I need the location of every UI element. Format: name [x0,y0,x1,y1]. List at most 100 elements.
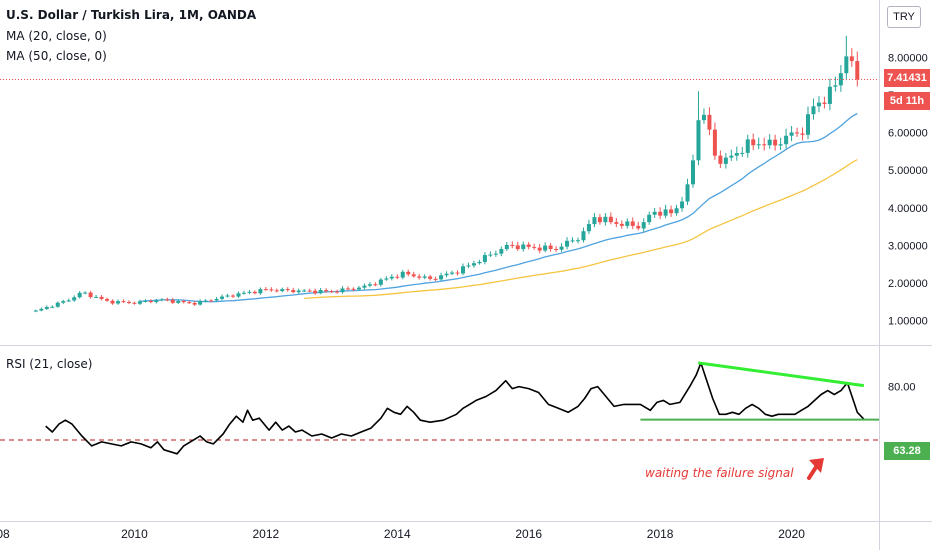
price-axis-label: 4.00000 [888,203,928,215]
candle-body [723,157,728,164]
price-axis-label: 6.00000 [888,128,928,140]
candle-body [132,302,137,304]
ma20-legend[interactable]: MA (20, close, 0) [6,29,107,43]
candle-body [406,271,411,275]
candle-body [187,302,192,304]
candle-body [543,245,548,251]
candle-body [641,222,646,229]
time-axis-label: 2014 [384,527,411,541]
rsi-legend[interactable]: RSI (21, close) [6,357,93,371]
candle-body [307,290,312,292]
candle-body [630,221,635,226]
candle-body [603,216,608,223]
candle-body [203,300,208,302]
candle-body [499,249,504,254]
candle-body [729,155,734,158]
last-price-tag: 7.41431 [884,69,930,87]
candle-body [417,276,422,278]
candle-body [745,139,750,153]
time-axis-label: 08 [0,527,10,541]
currency-button[interactable]: TRY [887,6,921,28]
candle-body [712,129,717,156]
ma20-line [139,112,858,303]
candle-body [614,222,619,224]
candle-body [269,289,274,291]
candle-body [116,301,120,304]
price-axis-label: 5.00000 [888,165,928,177]
candle-body [351,288,356,290]
candle-body [258,289,263,294]
candle-body [367,284,372,286]
candle-body [296,290,301,293]
candle-body [231,295,235,297]
candle-body [209,300,214,302]
candle-body [767,139,772,146]
candle-body [252,291,257,294]
candle-body [833,85,838,87]
candle-body [192,302,197,305]
candle-body [214,298,219,301]
candle-body [302,290,307,292]
candle-body [121,301,126,303]
candle-body [77,292,82,298]
candle-body [55,302,60,307]
candle-body [707,114,712,130]
candle-body [291,290,296,293]
candle-body [493,253,498,255]
candle-body [701,114,706,121]
candle-body [433,278,438,280]
candle-body [165,299,170,301]
candle-body [586,224,591,232]
rsi-value-tag: 63.28 [884,442,930,460]
candle-body [526,244,531,247]
candle-body [816,102,821,107]
candle-body [395,276,400,278]
candle-body [143,300,148,302]
candle-body [844,56,849,74]
candle-body [61,301,66,303]
candle-body [83,292,88,294]
candle-body [778,144,783,146]
candle-body [324,290,329,292]
candle-body [356,287,361,290]
candle-body [422,276,427,278]
candle-body [263,289,268,291]
countdown-tag: 5d 11h [884,92,930,110]
candle-body [751,139,756,146]
candle-body [110,300,115,304]
chart-title: U.S. Dollar / Turkish Lira, 1M, OANDA [6,8,257,22]
candle-body [198,301,203,305]
price-axis-label: 1.00000 [888,315,928,327]
candle-body [274,290,279,292]
candle-body [734,153,739,156]
candle-body [696,120,701,161]
candle-body [663,209,668,216]
candle-body [510,244,515,246]
price-axis-label: 8.00000 [888,53,928,65]
candle-body [811,106,816,115]
candle-body [592,217,597,225]
candle-body [428,276,433,279]
candle-body [105,298,110,301]
ma50-legend[interactable]: MA (50, close, 0) [6,49,107,63]
candle-body [400,271,405,278]
candle-body [66,300,71,302]
candle-body [477,261,482,264]
candle-body [521,244,526,250]
candle-body [784,135,789,145]
candle-body [515,245,520,250]
candle-body [849,56,854,62]
candle-body [504,244,509,250]
candle-body [318,290,323,294]
candle-body [455,272,460,274]
candle-body [718,155,723,164]
time-axis-label: 2016 [515,527,542,541]
price-axis-label: 3.00000 [888,240,928,252]
candle-body [340,288,345,293]
candle-body [450,272,455,274]
candle-body [597,217,602,223]
candle-body [384,278,389,280]
candle-body [411,274,416,277]
